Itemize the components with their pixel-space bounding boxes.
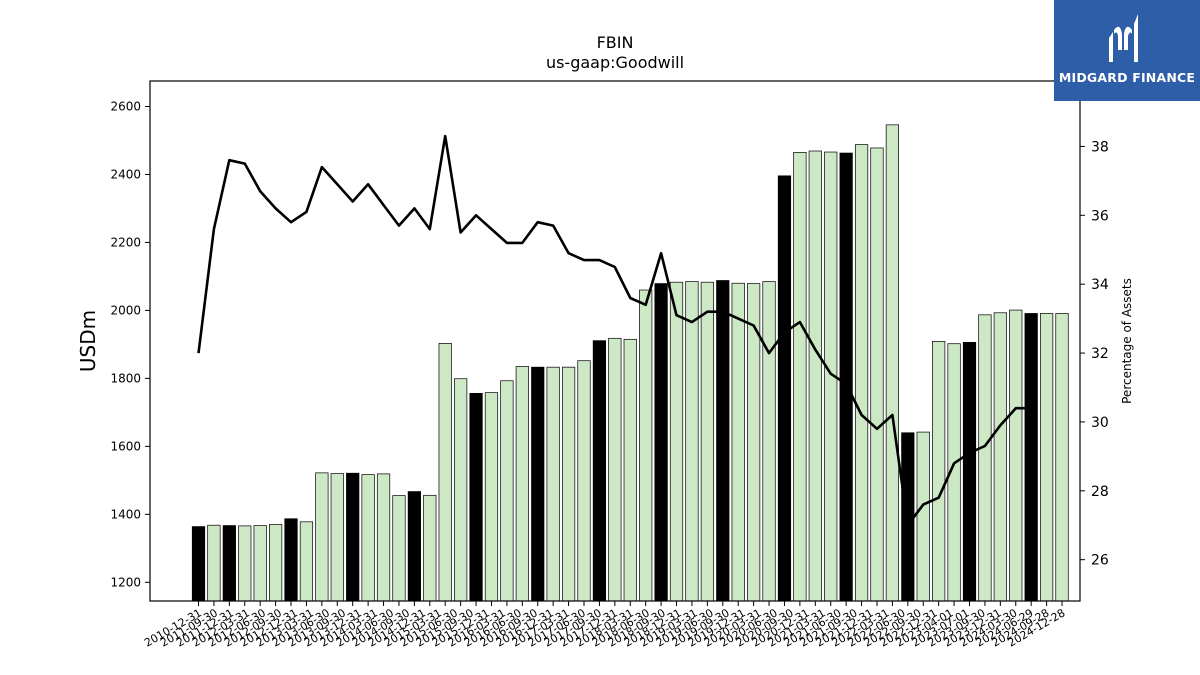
goodwill-bar bbox=[654, 283, 668, 602]
goodwill-bar bbox=[731, 282, 745, 602]
y-tick-label: 2000 bbox=[110, 303, 141, 317]
left-y-axis: 1200 1400 1600 1800 2000 2200 2400 2600 bbox=[110, 99, 150, 589]
goodwill-bar bbox=[315, 472, 329, 602]
goodwill-bar bbox=[870, 147, 884, 602]
y2-tick-label: 32 bbox=[1091, 346, 1109, 362]
goodwill-bar bbox=[454, 378, 468, 602]
goodwill-bar bbox=[1009, 309, 1023, 602]
goodwill-bar bbox=[932, 340, 946, 602]
goodwill-bar bbox=[561, 366, 576, 602]
goodwill-bar bbox=[438, 343, 452, 602]
goodwill-bar bbox=[916, 431, 930, 602]
y-tick-label: 2200 bbox=[110, 235, 141, 249]
line-series bbox=[197, 134, 1032, 527]
logo-mark-icon bbox=[1109, 14, 1138, 62]
goodwill-bar bbox=[531, 366, 545, 602]
goodwill-bar bbox=[716, 280, 730, 602]
goodwill-bar bbox=[777, 175, 792, 602]
goodwill-bar bbox=[885, 124, 900, 602]
goodwill-bar bbox=[1039, 313, 1054, 602]
y2-axis-label: Percentage of Assets bbox=[1120, 278, 1134, 404]
goodwill-bar bbox=[361, 474, 375, 602]
goodwill-bar bbox=[608, 337, 622, 602]
goodwill-bar bbox=[962, 342, 977, 602]
goodwill-bar bbox=[407, 491, 421, 602]
logo: MIDGARD FINANCE bbox=[1054, 0, 1200, 101]
goodwill-bar bbox=[253, 525, 267, 602]
goodwill-bar bbox=[299, 521, 314, 602]
chart-subtitle: us-gaap:Goodwill bbox=[546, 53, 684, 72]
goodwill-bar bbox=[515, 366, 529, 602]
goodwill-bar bbox=[592, 340, 607, 602]
right-y-axis: 26 28 30 32 34 36 38 bbox=[1080, 139, 1109, 569]
goodwill-bar bbox=[269, 524, 283, 602]
goodwill-bar bbox=[685, 281, 699, 602]
y-tick-label: 1400 bbox=[110, 507, 141, 521]
goodwill-bar bbox=[469, 392, 483, 602]
goodwill-bar bbox=[623, 338, 637, 602]
logo-text: MIDGARD FINANCE bbox=[1058, 70, 1196, 85]
goodwill-bar bbox=[546, 366, 560, 602]
goodwill-bar bbox=[330, 473, 344, 602]
y2-tick-label: 26 bbox=[1091, 553, 1109, 569]
x-axis: 2010-12-312011-09-302011-12-312012-03-31… bbox=[142, 601, 1068, 650]
goodwill-bar bbox=[222, 525, 236, 602]
goodwill-bar bbox=[700, 281, 714, 602]
goodwill-bar bbox=[808, 150, 822, 602]
goodwill-bar bbox=[376, 473, 391, 602]
goodwill-bar bbox=[762, 281, 776, 602]
y-tick-label: 2400 bbox=[110, 167, 141, 181]
y2-tick-label: 34 bbox=[1091, 277, 1109, 293]
goodwill-bar bbox=[191, 526, 206, 602]
y2-tick-label: 30 bbox=[1091, 415, 1109, 431]
goodwill-bar bbox=[500, 380, 514, 602]
bar-series bbox=[191, 124, 1069, 602]
goodwill-bar bbox=[423, 494, 437, 602]
goodwill-bar bbox=[993, 312, 1007, 602]
y2-tick-label: 36 bbox=[1091, 208, 1109, 224]
goodwill-bar bbox=[284, 518, 298, 602]
goodwill-bar bbox=[238, 525, 252, 602]
goodwill-bar bbox=[392, 495, 406, 602]
y2-tick-label: 28 bbox=[1091, 484, 1109, 500]
y-tick-label: 2600 bbox=[110, 99, 141, 113]
goodwill-bar bbox=[639, 289, 653, 602]
goodwill-bar bbox=[1055, 313, 1069, 602]
goodwill-bar bbox=[669, 281, 684, 602]
y-tick-label: 1200 bbox=[110, 575, 141, 589]
y2-tick-label: 38 bbox=[1091, 139, 1109, 155]
goodwill-bar bbox=[1024, 313, 1038, 602]
y-tick-label: 1800 bbox=[110, 371, 141, 385]
goodwill-bar bbox=[577, 360, 591, 602]
goodwill-bar bbox=[854, 144, 869, 602]
goodwill-bar bbox=[207, 524, 221, 602]
goodwill-bar bbox=[839, 152, 853, 602]
goodwill-bar bbox=[346, 472, 360, 602]
goodwill-bar bbox=[793, 152, 807, 602]
goodwill-bar bbox=[484, 392, 499, 602]
pct-assets-line bbox=[197, 134, 1032, 527]
y-tick-label: 1600 bbox=[110, 439, 141, 453]
goodwill-bar bbox=[978, 314, 992, 602]
y-axis-label: USDm bbox=[76, 310, 100, 372]
chart-title: FBIN bbox=[597, 33, 634, 52]
